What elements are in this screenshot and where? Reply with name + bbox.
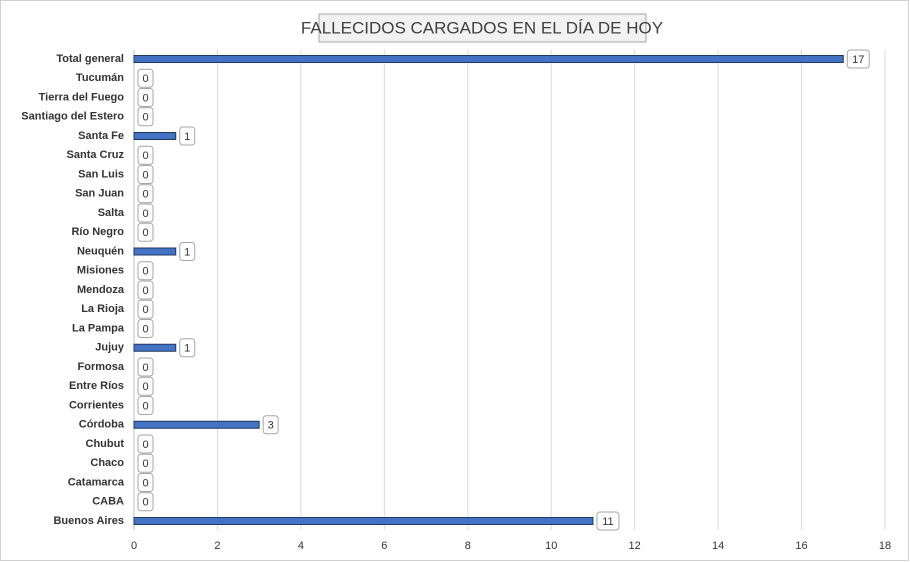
data-label: 0 [142, 266, 148, 278]
bar [133, 247, 177, 256]
bar [133, 132, 177, 140]
data-label: 0 [142, 477, 148, 489]
data-label-box [179, 126, 196, 146]
y-tick-label: Corrientes [69, 399, 124, 411]
data-label-box [137, 376, 154, 396]
data-label-box [137, 261, 154, 281]
data-label: 0 [142, 381, 148, 393]
y-tick-label: Río Negro [71, 226, 124, 238]
data-label-box [137, 473, 154, 492]
data-label-box [137, 107, 154, 127]
data-label-box [137, 299, 154, 319]
data-label-box [137, 434, 154, 454]
data-label-box [596, 511, 620, 531]
data-label-box [137, 184, 154, 204]
data-label: 0 [142, 92, 148, 104]
bar [133, 343, 177, 352]
x-tick-label: 6 [381, 540, 387, 552]
data-label: 0 [142, 227, 148, 239]
data-label: 3 [268, 420, 274, 432]
y-tick-label: San Luis [78, 168, 124, 180]
data-label: 0 [142, 150, 148, 162]
data-label-box [137, 222, 154, 242]
x-tick-label: 12 [629, 540, 641, 552]
y-tick-label: Santiago del Estero [21, 111, 124, 123]
data-label-box [179, 338, 196, 358]
data-label-box [846, 49, 870, 69]
data-label-box [137, 68, 154, 88]
y-tick-label: Total general [56, 53, 124, 65]
data-label-box [137, 357, 154, 377]
y-tick-label: San Juan [75, 188, 124, 200]
data-label-box [137, 492, 154, 512]
data-label-box [137, 280, 154, 300]
x-tick-label: 14 [712, 540, 724, 552]
data-label: 0 [142, 208, 148, 220]
data-label: 0 [142, 304, 148, 316]
data-label-box [137, 145, 154, 165]
y-tick-label: CABA [92, 496, 124, 508]
x-tick-label: 10 [545, 540, 557, 552]
data-label-box [137, 319, 154, 338]
data-label-box [137, 396, 154, 415]
title-box [318, 13, 647, 43]
data-label: 11 [602, 516, 613, 528]
y-tick-label: Córdoba [79, 419, 125, 431]
data-label: 0 [142, 285, 148, 297]
y-tick-label: Salta [98, 207, 125, 219]
chart-title: FALLECIDOS CARGADOS EN EL DÍA DE HOY [301, 18, 663, 37]
x-tick-label: 4 [298, 540, 304, 552]
data-label: 1 [184, 246, 190, 258]
data-label: 0 [142, 189, 148, 201]
y-tick-label: La Pampa [72, 322, 125, 334]
data-label: 0 [142, 497, 148, 509]
data-label: 1 [184, 131, 190, 143]
y-tick-label: Buenos Aires [53, 515, 124, 527]
data-label-box [137, 88, 154, 107]
data-label: 0 [142, 169, 148, 181]
data-label-box [137, 203, 154, 223]
data-label: 0 [142, 323, 148, 335]
x-tick-label: 16 [795, 540, 807, 552]
y-tick-label: Chaco [90, 457, 124, 469]
y-tick-label: Santa Fe [78, 130, 124, 142]
data-label: 0 [142, 112, 148, 124]
x-tick-label: 8 [465, 540, 471, 552]
data-label-box [137, 453, 154, 473]
bar [133, 420, 260, 429]
data-label: 17 [852, 54, 864, 66]
bar [133, 517, 594, 525]
y-tick-label: Tucumán [76, 72, 124, 84]
y-tick-label: La Rioja [81, 303, 125, 315]
data-label: 0 [142, 400, 148, 412]
x-tick-label: 18 [879, 540, 891, 552]
data-label-box [262, 415, 279, 435]
data-label: 0 [142, 458, 148, 470]
data-label: 0 [142, 362, 148, 374]
data-label: 1 [184, 343, 190, 355]
y-tick-label: Catamarca [68, 476, 125, 488]
y-tick-label: Jujuy [95, 342, 125, 354]
data-label-box [179, 242, 196, 261]
y-tick-label: Neuquén [77, 245, 124, 257]
x-tick-label: 2 [214, 540, 220, 552]
bar [133, 55, 844, 63]
y-tick-label: Entre Ríos [69, 380, 124, 392]
y-tick-label: Misiones [77, 265, 124, 277]
x-tick-label: 0 [131, 540, 137, 552]
y-tick-label: Chubut [86, 438, 125, 450]
data-label-box [137, 165, 154, 184]
data-label: 0 [142, 73, 148, 85]
y-tick-label: Santa Cruz [67, 149, 125, 161]
data-label: 0 [142, 439, 148, 451]
y-tick-label: Formosa [78, 361, 125, 373]
y-tick-label: Mendoza [77, 284, 125, 296]
y-tick-label: Tierra del Fuego [39, 91, 125, 103]
